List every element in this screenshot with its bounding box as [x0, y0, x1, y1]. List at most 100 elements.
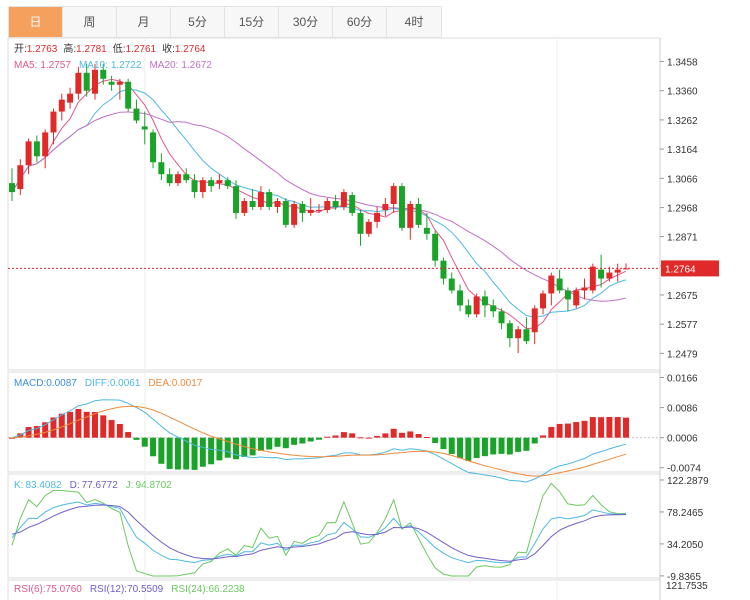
price-tick-label: 1.3262	[667, 116, 698, 127]
candle-body	[233, 186, 240, 213]
candle-body	[490, 305, 497, 312]
tab-6[interactable]: 60分	[333, 7, 387, 37]
macd-bar	[108, 420, 115, 438]
candle-body	[374, 212, 381, 222]
tab-7[interactable]: 4时	[404, 15, 424, 29]
candle-body	[316, 209, 322, 211]
macd-bar	[564, 423, 571, 438]
candle-body	[398, 186, 405, 228]
candle-body	[540, 293, 547, 309]
candle-body	[432, 233, 439, 261]
price-tick-label: 1.2675	[667, 291, 698, 302]
tab-3[interactable]: 5分	[171, 7, 225, 37]
price-tick-label: 1.3458	[667, 57, 698, 68]
candle-body	[340, 192, 347, 207]
candle-body	[515, 329, 522, 339]
macd-bar	[241, 437, 248, 458]
candles	[9, 63, 629, 354]
candle-body	[531, 308, 538, 333]
candle-body	[9, 183, 15, 193]
candle-body	[332, 201, 339, 207]
macd-lines	[11, 399, 627, 483]
macd-bar	[150, 437, 157, 457]
macd-bar	[448, 437, 455, 454]
candle-body	[448, 278, 455, 291]
macd-bar	[224, 437, 231, 458]
macd-bar	[556, 423, 563, 438]
macd-bar	[340, 432, 347, 438]
diff-value: 0.0061	[110, 378, 141, 389]
macd-bar	[141, 437, 148, 447]
macd-bar	[174, 437, 181, 470]
open-value: 1.2763	[27, 44, 58, 55]
candle-body	[50, 111, 57, 133]
macd-bar	[589, 417, 596, 438]
macd-bar	[415, 434, 422, 438]
candle-body	[357, 212, 364, 234]
rsi12-label: RSI(12):	[90, 584, 127, 595]
candle-body	[91, 69, 98, 94]
candle-body	[158, 162, 165, 175]
ma20-line	[11, 111, 627, 302]
kdj-gridlines	[660, 479, 664, 577]
candle-body	[349, 195, 356, 213]
candle-body	[216, 180, 223, 184]
candle-body	[523, 329, 530, 342]
macd-info: MACD:0.0087 DIFF:0.0061 DEA:0.0017	[14, 378, 203, 389]
rsi24-value: 66.2238	[208, 584, 245, 595]
macd-tick-label: 0.0086	[667, 404, 698, 415]
tab-1[interactable]: 周	[63, 7, 117, 37]
macd-bar	[50, 417, 57, 438]
d-label: D:	[70, 480, 80, 491]
d-value: 77.6772	[82, 480, 119, 491]
candle-body	[365, 221, 372, 234]
macd-bar	[324, 436, 331, 438]
macd-bar	[25, 427, 32, 438]
macd-bar	[75, 408, 82, 438]
d-line	[11, 504, 627, 562]
macd-bar	[349, 433, 356, 438]
candle-body	[589, 266, 596, 291]
tab-4[interactable]: 15分	[225, 7, 279, 37]
candle-body	[457, 290, 464, 306]
candle-body	[614, 269, 621, 273]
macd-bar	[523, 437, 530, 451]
candle-body	[291, 204, 298, 225]
macd-tick-label: -0.0074	[667, 464, 701, 475]
rsi-info: RSI(6):75.0760 RSI(12):70.5509 RSI(24):66.…	[14, 584, 245, 595]
candle-body	[473, 296, 480, 315]
macd-bar	[216, 437, 223, 461]
ma20-label: MA20:	[149, 60, 178, 71]
kdj-y-ticks: 122.2879 78.2465 34.2050 -9.8365	[667, 476, 709, 583]
macd-bar	[407, 431, 414, 438]
j-label: J:	[126, 480, 134, 491]
candle-body	[42, 132, 49, 157]
macd-bar	[166, 437, 173, 469]
macd-bar	[332, 435, 339, 438]
tab-0[interactable]: 日	[9, 7, 63, 37]
tab-5[interactable]: 30分	[279, 7, 333, 37]
ma10-line	[11, 88, 627, 318]
rsi6-label: RSI(6):	[14, 584, 46, 595]
macd-bar	[531, 437, 538, 444]
candle-body	[274, 201, 281, 207]
kdj-lines	[11, 482, 627, 577]
macd-bar	[623, 417, 629, 438]
candle-body	[125, 81, 132, 109]
macd-value: 0.0087	[46, 378, 77, 389]
price-tick-label: 1.3066	[667, 174, 698, 185]
candle-body	[382, 204, 389, 210]
macd-bar	[299, 437, 306, 444]
candle-body	[241, 201, 248, 213]
macd-bar	[457, 437, 464, 459]
kdj-tick-label: 122.2879	[667, 476, 709, 487]
macd-bar	[481, 437, 488, 457]
price-y-ticks: 1.3458 1.3360 1.3262 1.3164 1.3066 1.2968 1.28…	[667, 57, 698, 360]
candle-body	[75, 72, 82, 94]
macd-bar	[83, 411, 90, 438]
macd-tick-label: 0.0166	[667, 374, 698, 385]
tab-2[interactable]: 月	[117, 7, 171, 37]
macd-bar	[316, 437, 322, 440]
candle-body	[17, 165, 24, 190]
candle-body	[141, 126, 148, 130]
